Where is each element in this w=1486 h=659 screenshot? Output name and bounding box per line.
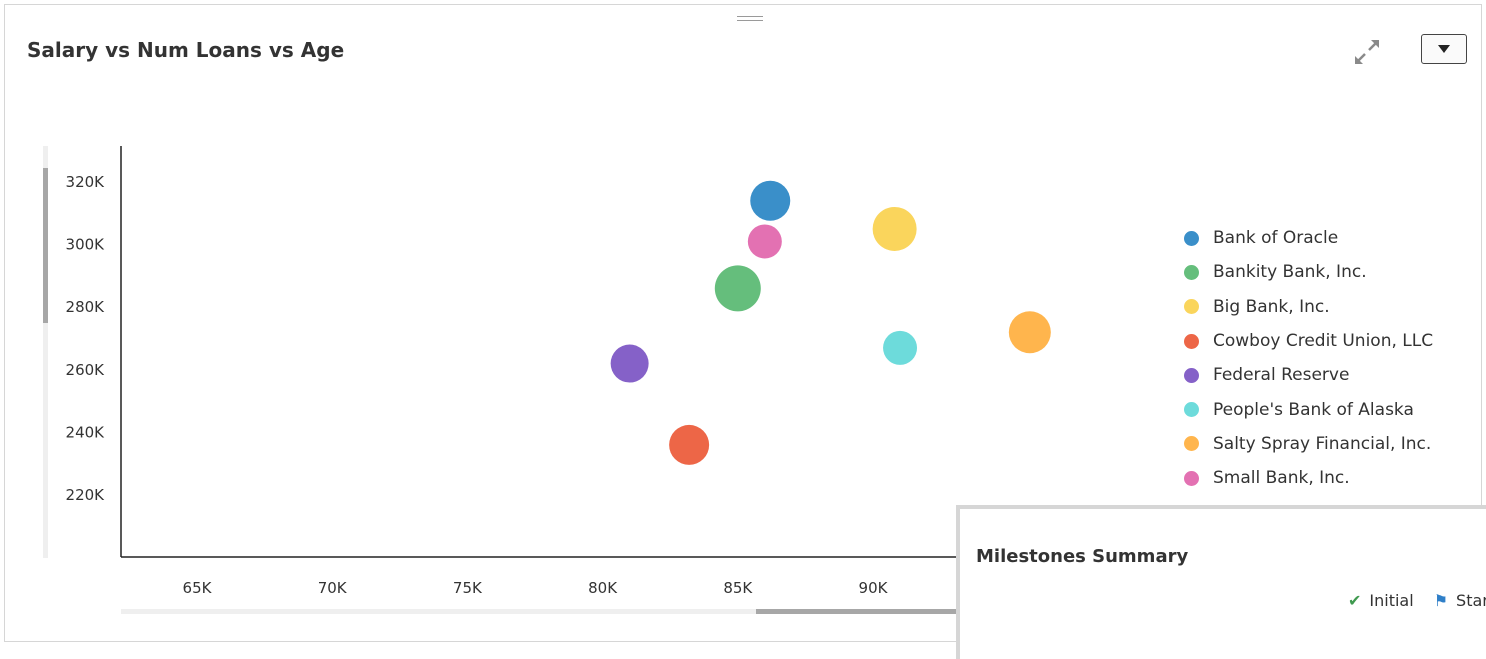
horizontal-scrollbar[interactable] [121, 609, 961, 614]
bubble-point [872, 206, 917, 251]
check-icon: ✔ [1348, 591, 1362, 610]
legend-label: Bankity Bank, Inc. [1213, 262, 1367, 283]
milestones-legend: ✔ Initial ⚑ Star [1348, 591, 1486, 610]
bubble-point [883, 330, 918, 365]
flag-icon: ⚑ [1433, 591, 1449, 610]
legend-item[interactable]: Small Bank, Inc. [1184, 461, 1433, 495]
x-tick-label: 80K [588, 579, 618, 597]
legend-label: Federal Reserve [1213, 365, 1350, 386]
milestones-title: Milestones Summary [976, 546, 1189, 567]
legend-initial-label: Initial [1369, 591, 1414, 610]
y-tick-label: 280K [66, 298, 106, 316]
bubble-point [714, 265, 761, 312]
legend-swatch [1184, 230, 1199, 246]
y-tick-label: 320K [66, 173, 106, 191]
legend-label: Cowboy Credit Union, LLC [1213, 331, 1434, 352]
legend-item[interactable]: Cowboy Credit Union, LLC [1184, 324, 1433, 358]
legend-label: People's Bank of Alaska [1213, 399, 1414, 420]
y-tick-label: 260K [66, 361, 106, 379]
legend-swatch [1184, 299, 1199, 315]
bubble-point [610, 344, 649, 383]
legend-swatch [1184, 402, 1199, 418]
x-tick-label: 85K [723, 579, 753, 597]
legend-item[interactable]: People's Bank of Alaska [1184, 392, 1433, 426]
legend-swatch [1184, 333, 1199, 349]
vertical-scrollbar[interactable] [43, 146, 48, 558]
expand-icon[interactable] [1352, 37, 1382, 67]
legend-item[interactable]: Bank of Oracle [1184, 221, 1433, 255]
legend-swatch [1184, 436, 1199, 452]
legend-label: Small Bank, Inc. [1213, 468, 1350, 489]
chart-menu-button[interactable] [1421, 34, 1467, 64]
vertical-scroll-thumb[interactable] [43, 168, 48, 323]
x-tick-label: 70K [318, 579, 348, 597]
bubble-point [750, 180, 791, 221]
legend-swatch [1184, 470, 1199, 486]
legend-swatch [1184, 367, 1199, 383]
bubble-point [1008, 311, 1051, 354]
legend-item[interactable]: Federal Reserve [1184, 358, 1433, 392]
drag-handle[interactable] [737, 16, 763, 21]
y-tick-label: 240K [66, 423, 106, 441]
legend-star-label: Star [1456, 591, 1486, 610]
legend-item[interactable]: Salty Spray Financial, Inc. [1184, 427, 1433, 461]
y-tick-label: 300K [66, 236, 106, 254]
chart-legend: Bank of Oracle Bankity Bank, Inc. Big Bank… [1184, 221, 1433, 495]
legend-label: Salty Spray Financial, Inc. [1213, 433, 1432, 454]
x-tick-label: 65K [183, 579, 213, 597]
legend-item[interactable]: Big Bank, Inc. [1184, 290, 1433, 324]
legend-label: Big Bank, Inc. [1213, 296, 1330, 317]
x-tick-label: 90K [859, 579, 889, 597]
x-tick-label: 75K [453, 579, 483, 597]
legend-item[interactable]: Bankity Bank, Inc. [1184, 255, 1433, 289]
y-tick-label: 220K [66, 486, 106, 504]
milestones-summary-panel: Milestones Summary ✔ Initial ⚑ Star [956, 505, 1486, 659]
horizontal-scroll-thumb[interactable] [756, 609, 961, 614]
dropdown-arrow-icon [1438, 45, 1450, 53]
bubble-point [747, 224, 782, 259]
legend-swatch [1184, 264, 1199, 280]
chart-title: Salary vs Num Loans vs Age [27, 38, 345, 62]
legend-label: Bank of Oracle [1213, 228, 1339, 249]
bubble-point [669, 424, 710, 465]
